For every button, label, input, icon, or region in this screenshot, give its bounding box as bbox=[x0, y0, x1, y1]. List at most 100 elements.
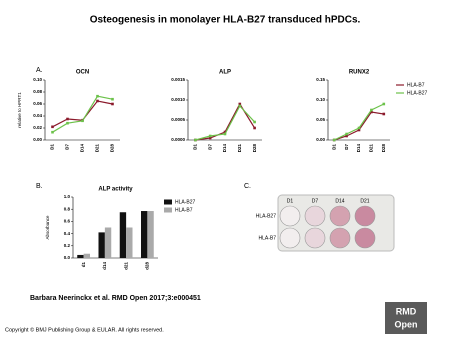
y-tick-label: 0.15 bbox=[316, 77, 325, 82]
well bbox=[279, 205, 301, 227]
chart-title: OCN bbox=[76, 70, 89, 76]
point bbox=[357, 126, 361, 130]
y-tick-label: 0.05 bbox=[316, 117, 325, 122]
copyright: Copyright © BMJ Publishing Group & EULAR… bbox=[5, 326, 164, 333]
point bbox=[370, 110, 373, 114]
point bbox=[66, 121, 69, 125]
well bbox=[304, 205, 326, 227]
point bbox=[111, 97, 114, 101]
well bbox=[329, 205, 351, 227]
logo-box bbox=[385, 302, 427, 334]
bar bbox=[147, 211, 154, 258]
point bbox=[253, 126, 256, 130]
y-tick-label: 0.02 bbox=[33, 125, 42, 130]
x-tick-label: D28 bbox=[110, 144, 115, 153]
bar bbox=[126, 227, 133, 258]
well bbox=[279, 227, 301, 249]
bar bbox=[141, 211, 148, 258]
y-tick-label: 0.2 bbox=[64, 243, 71, 248]
point bbox=[345, 134, 348, 138]
panel-label: C. bbox=[244, 183, 251, 190]
point bbox=[81, 119, 84, 123]
y-tick-label: 0.0010 bbox=[171, 97, 185, 102]
line bbox=[52, 100, 113, 128]
point bbox=[357, 128, 361, 132]
point bbox=[111, 102, 114, 106]
point bbox=[51, 130, 54, 134]
y-tick-label: 0.0015 bbox=[171, 77, 185, 82]
citation: Barbara Neerinckx et al. RMD Open 2017;3… bbox=[30, 295, 201, 302]
y-tick-label: 1.0 bbox=[64, 194, 71, 199]
plate-row-label: HLA-B27 bbox=[256, 213, 277, 219]
y-axis-label: Absorbance bbox=[45, 215, 50, 240]
x-tick-label: D14 bbox=[80, 144, 85, 153]
y-tick-label: 0.0 bbox=[64, 255, 71, 260]
y-tick-label: 0.10 bbox=[33, 77, 42, 82]
point bbox=[194, 138, 197, 142]
plate-column-label: D21 bbox=[360, 198, 369, 204]
logo-text: RMD bbox=[396, 306, 417, 316]
point bbox=[370, 108, 373, 112]
point bbox=[382, 102, 386, 106]
point bbox=[96, 99, 99, 103]
panel-label: A. bbox=[36, 67, 43, 74]
x-tick-label: D1 bbox=[331, 144, 336, 150]
chart-title: ALP bbox=[219, 70, 231, 76]
x-tick-label: D21 bbox=[95, 144, 100, 153]
bar bbox=[119, 212, 127, 258]
logo-text: Open bbox=[394, 319, 417, 329]
x-tick-label: d28 bbox=[145, 262, 150, 270]
x-tick-label: D1 bbox=[193, 144, 198, 150]
point bbox=[238, 102, 242, 106]
y-tick-label: 0.4 bbox=[64, 231, 71, 236]
point bbox=[66, 117, 69, 121]
y-tick-label: 0.00 bbox=[33, 137, 42, 142]
point bbox=[223, 132, 227, 136]
legend-label: HLA-B27 bbox=[407, 90, 428, 96]
well bbox=[354, 205, 376, 227]
x-tick-label: D7 bbox=[344, 144, 349, 150]
point bbox=[223, 130, 227, 134]
y-tick-label: 0.00 bbox=[316, 137, 325, 142]
legend-label: HLA-B27 bbox=[175, 199, 196, 205]
y-tick-label: 0.0005 bbox=[171, 117, 185, 122]
x-tick-label: D14 bbox=[222, 144, 227, 153]
bar bbox=[83, 253, 90, 258]
well bbox=[329, 227, 351, 249]
point bbox=[238, 104, 242, 108]
y-tick-label: 0.04 bbox=[33, 113, 42, 118]
x-tick-label: D7 bbox=[207, 144, 212, 150]
plate-row-label: HLA-B7 bbox=[258, 235, 276, 241]
point bbox=[208, 136, 212, 140]
x-tick-label: D7 bbox=[65, 144, 70, 150]
x-tick-label: d14 bbox=[102, 262, 107, 270]
point bbox=[253, 120, 256, 124]
point bbox=[208, 134, 212, 138]
well bbox=[354, 227, 376, 249]
y-tick-label: 0.6 bbox=[64, 219, 71, 224]
legend-swatch bbox=[164, 207, 172, 213]
legend-label: HLA-B7 bbox=[175, 207, 193, 213]
y-tick-label: 0.8 bbox=[64, 206, 71, 211]
well bbox=[304, 227, 326, 249]
x-tick-label: D1 bbox=[50, 144, 55, 150]
x-tick-label: d1 bbox=[81, 262, 86, 268]
panel-label: B. bbox=[36, 183, 43, 190]
chart-title: ALP activity bbox=[98, 187, 133, 193]
point bbox=[332, 138, 336, 142]
y-tick-label: 0.06 bbox=[33, 101, 42, 106]
x-tick-label: D28 bbox=[381, 144, 386, 153]
line bbox=[333, 103, 385, 141]
x-tick-label: D21 bbox=[369, 144, 374, 153]
point bbox=[51, 125, 54, 129]
legend-swatch bbox=[164, 199, 172, 205]
bar bbox=[77, 254, 84, 258]
chart-title: RUNX2 bbox=[349, 70, 370, 76]
x-tick-label: d21 bbox=[123, 262, 128, 270]
x-tick-label: D14 bbox=[356, 144, 361, 153]
x-tick-label: D21 bbox=[237, 144, 242, 153]
plate-column-label: D1 bbox=[287, 198, 294, 204]
bar bbox=[104, 227, 112, 258]
x-tick-label: D28 bbox=[252, 144, 257, 153]
point bbox=[96, 94, 99, 98]
